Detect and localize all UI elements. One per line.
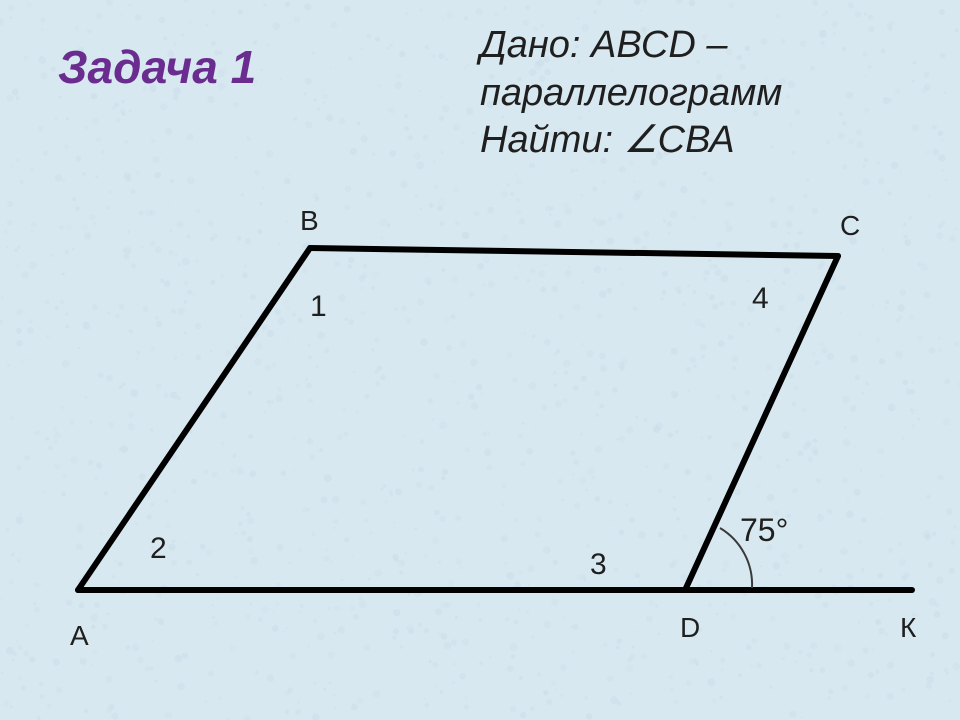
angle-label-3: 3: [590, 548, 607, 582]
angle-label-1: 1: [310, 290, 327, 324]
angle-value-75: 75°: [740, 512, 788, 549]
vertex-label-d: D: [680, 612, 700, 644]
angle-label-2: 2: [150, 532, 167, 566]
parallelogram-diagram: [0, 0, 960, 720]
vertex-label-a: А: [70, 620, 89, 652]
vertex-label-c: С: [840, 210, 860, 242]
slide: Задача 1 Дано: АВСD – параллелограмм Най…: [0, 0, 960, 720]
vertex-label-b: В: [300, 205, 319, 237]
vertex-label-k: К: [900, 612, 916, 644]
angle-label-4: 4: [752, 282, 769, 316]
